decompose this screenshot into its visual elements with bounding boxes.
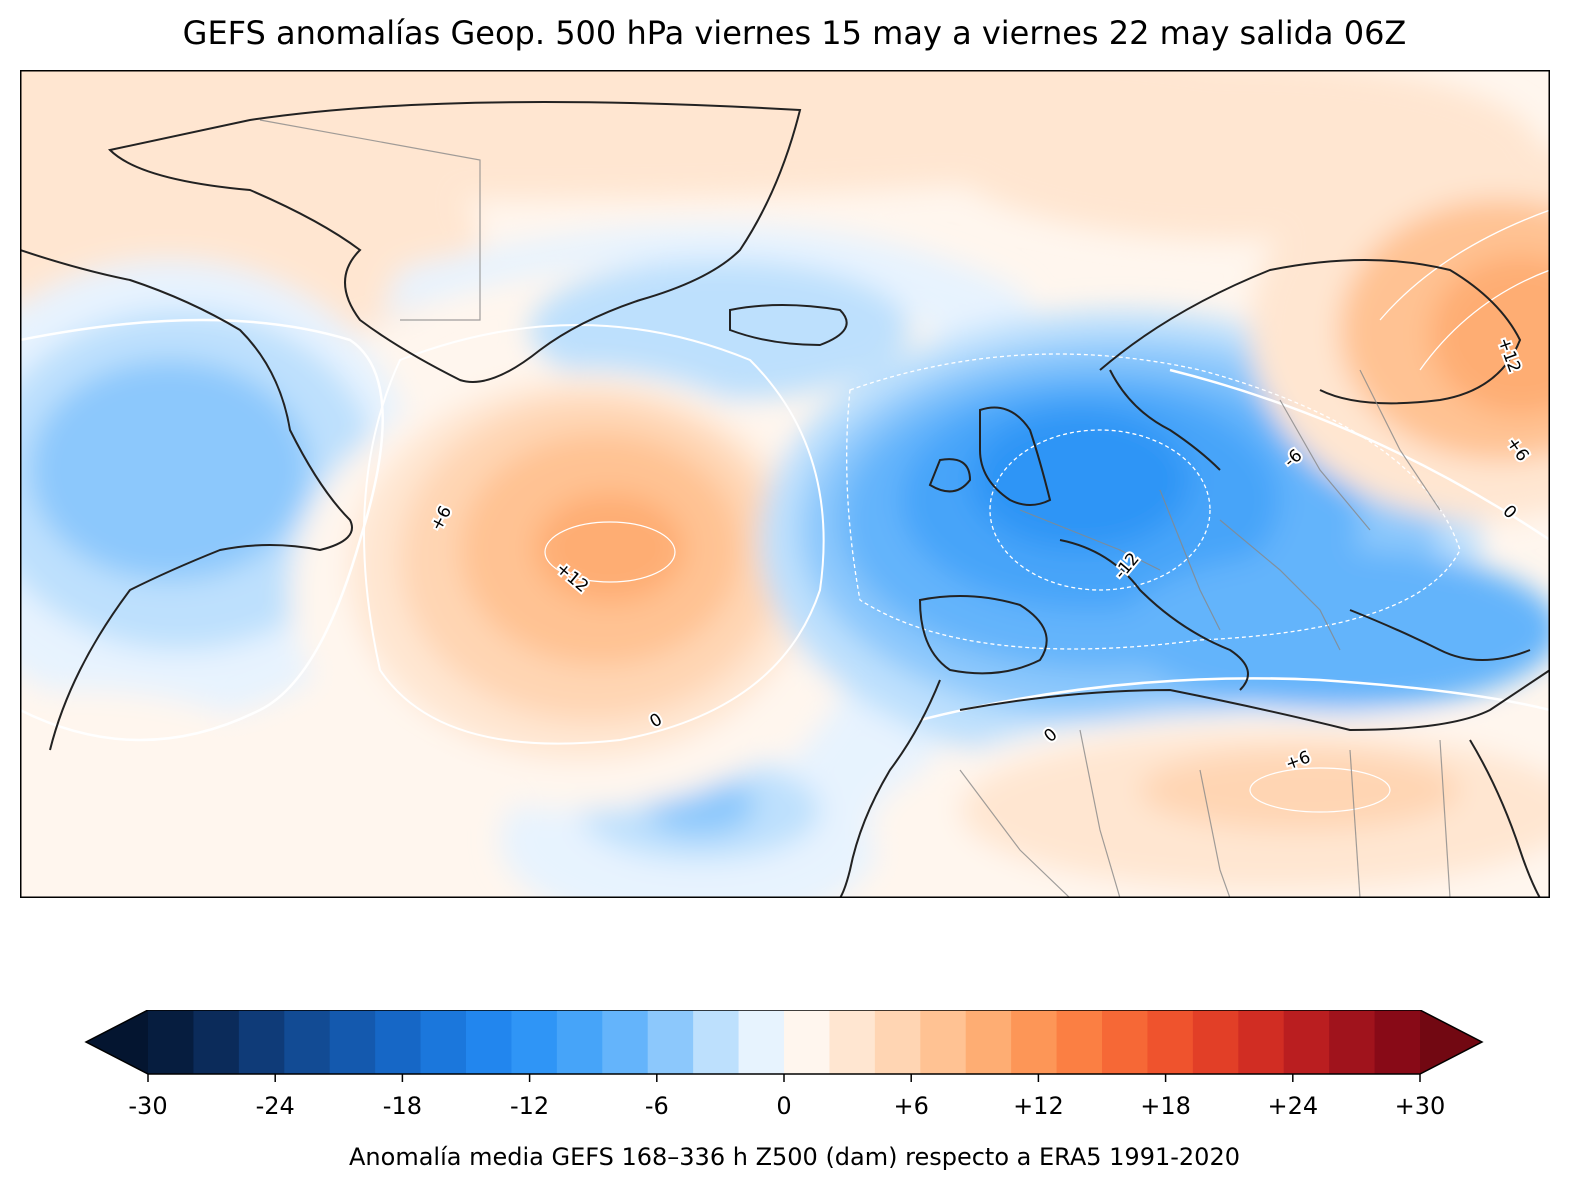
colorbar-segment xyxy=(1056,1010,1103,1074)
colorbar-segment xyxy=(284,1010,331,1074)
anomaly-field xyxy=(20,70,1550,898)
colorbar-segment xyxy=(1329,1010,1376,1074)
colorbar-tick-label: -12 xyxy=(510,1092,549,1120)
colorbar-segment xyxy=(1011,1010,1058,1074)
colorbar-segment xyxy=(1283,1010,1330,1074)
colorbar: -30 -24 -18 -12 -6 0 +6 +12 +18 +24 +30 xyxy=(84,1010,1484,1120)
coastlines xyxy=(20,101,1550,898)
colorbar-segment xyxy=(375,1010,422,1074)
colorbar-tick-label: -6 xyxy=(645,1092,669,1120)
colorbar-segment xyxy=(238,1010,285,1074)
colorbar-segment xyxy=(466,1010,513,1074)
colorbar-tick-label: 0 xyxy=(776,1092,791,1120)
colorbar-tick-label: -24 xyxy=(256,1092,295,1120)
colorbar-segment xyxy=(738,1010,785,1074)
colorbar-segment xyxy=(148,1010,195,1074)
colorbar-segment xyxy=(829,1010,876,1074)
colorbar-segment xyxy=(1192,1010,1239,1074)
colorbar-tick-label: +30 xyxy=(1395,1092,1446,1120)
colorbar-ticks: -30 -24 -18 -12 -6 0 +6 +12 +18 +24 +30 xyxy=(128,1074,1445,1120)
colorbar-segment xyxy=(193,1010,240,1074)
map-frame xyxy=(20,70,1550,898)
colorbar-tick-label: +6 xyxy=(894,1092,929,1120)
colorbar-tick-label: +24 xyxy=(1267,1092,1318,1120)
colorbar-segment xyxy=(965,1010,1012,1074)
colorbar-tick-label: -30 xyxy=(128,1092,167,1120)
colorbar-segment xyxy=(874,1010,921,1074)
colorbar-segments xyxy=(148,1010,1421,1074)
colorbar-label: Anomalía media GEFS 168–336 h Z500 (dam)… xyxy=(349,1143,1240,1171)
colorbar-segment xyxy=(1147,1010,1194,1074)
contour-lines xyxy=(20,209,1550,813)
colorbar-segment xyxy=(511,1010,558,1074)
colorbar-segment xyxy=(1374,1010,1421,1074)
colorbar-segment xyxy=(647,1010,694,1074)
colorbar-segment xyxy=(1238,1010,1285,1074)
country-borders xyxy=(259,119,1451,898)
colorbar-segment xyxy=(556,1010,603,1074)
colorbar-segment xyxy=(1102,1010,1149,1074)
colorbar-segment xyxy=(693,1010,740,1074)
anomaly-map: +6 +12 0 -12 -6 +12 +6 0 0 +6 xyxy=(20,70,1550,898)
colorbar-tick-label: -18 xyxy=(383,1092,422,1120)
colorbar-tick-label: +18 xyxy=(1140,1092,1191,1120)
colorbar-under-triangle xyxy=(86,1010,148,1074)
map-title: GEFS anomalías Geop. 500 hPa viernes 15 … xyxy=(182,14,1407,52)
colorbar-segment xyxy=(420,1010,467,1074)
colorbar-over-triangle xyxy=(1420,1010,1482,1074)
colorbar-segment xyxy=(920,1010,967,1074)
colorbar-segment xyxy=(784,1010,831,1074)
colorbar-segment xyxy=(602,1010,649,1074)
colorbar-segment xyxy=(329,1010,376,1074)
colorbar-tick-label: +12 xyxy=(1013,1092,1064,1120)
